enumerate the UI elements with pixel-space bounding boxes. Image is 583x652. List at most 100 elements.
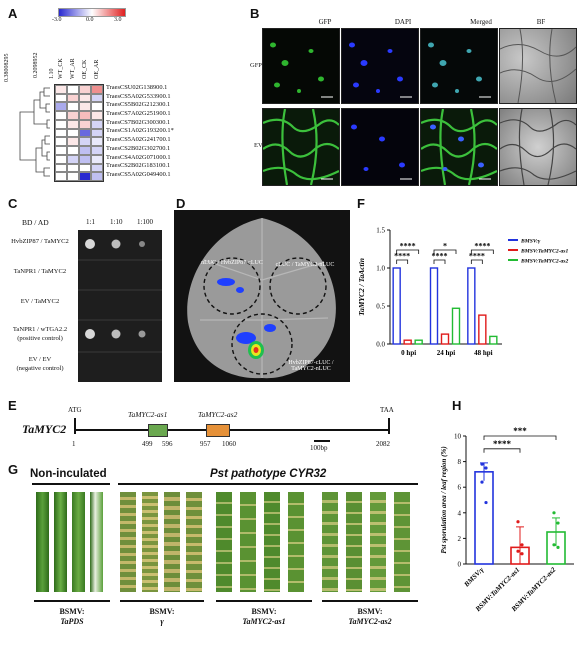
y2h-row-1: HvbZIP87 / TaMYC2 [11, 238, 69, 245]
panel-label-g: G [8, 462, 19, 477]
leaf-group-tapds [34, 492, 110, 592]
start-codon: ATG [68, 406, 82, 414]
heatmap-cell [67, 163, 79, 173]
bar [429, 267, 439, 345]
heatmap-cell [91, 137, 103, 147]
as2-region [206, 424, 230, 437]
gene-label: TraesCS5B02G212300.1 [106, 101, 171, 109]
significance-label: **** [469, 252, 485, 261]
dilution-2: 1:10 [110, 218, 123, 226]
group-label-as2-line1: BSMV: [357, 607, 383, 616]
gene-label: TraesCS2B02G183100.1 [106, 162, 171, 170]
yeast-plate [78, 230, 162, 382]
group-label-tapds-line2: TaPDS [60, 617, 84, 626]
luc-label-1: nLUC / HvbZIP87-cLUC [201, 260, 263, 266]
legend-label: BMSV:TaMYC2-as2 [520, 259, 568, 265]
heatmap-cell [79, 172, 91, 181]
legend-label: BMSV:γ [520, 239, 541, 245]
heatmap-cell [91, 163, 103, 173]
significance-label: **** [432, 252, 448, 261]
x-tick-label: BMSV:γ [462, 566, 486, 590]
micrograph-dapi-tamyc2 [341, 28, 419, 104]
heatmap-cell [91, 85, 103, 94]
micrograph-bf-ev [499, 108, 577, 186]
dilution-3: 1:100 [137, 218, 153, 226]
column-label-oe-ck: OE_CK [82, 59, 88, 79]
gene-label: TraesCS7A02G251900.1 [106, 110, 171, 118]
micrograph-merged-tamyc2 [420, 28, 498, 104]
data-point [480, 480, 484, 484]
non-inoculated-bar [32, 483, 110, 485]
column-prefix: 1.10 [49, 68, 55, 80]
micrograph-merged-ev [420, 108, 498, 186]
bar [478, 314, 487, 345]
scale-bar [314, 440, 330, 442]
leaf-group-gamma [118, 492, 206, 592]
heatmap-cell [67, 93, 79, 103]
y-tick-label: 4 [458, 509, 462, 517]
column-label-wt-ck: WT_CK [58, 58, 64, 79]
x-tick-label: 48 hpi [474, 349, 493, 357]
heatmap-cell [91, 146, 103, 155]
scale-tick-max: 3.0 [114, 17, 122, 23]
dilution-1: 1:1 [86, 218, 95, 226]
group-label-as1-line1: BSMV: [251, 607, 277, 616]
panel-label-h: H [452, 398, 462, 413]
panel-label-c: C [8, 196, 18, 211]
position-596: 596 [162, 440, 173, 448]
luc-label-2: cLUC / TaMYC2-nLUC [275, 262, 335, 268]
y-tick-label: 10 [454, 433, 462, 441]
gene-label-list: TraesCSU02G138900.1 TraesCS5A02G533900.1… [106, 84, 246, 180]
column-label-wt-ar: WT_AR [70, 58, 76, 79]
heatmap-panel: -3.0 0.0 3.0 0.38008295 0.2098952 1.10 W… [0, 0, 248, 190]
position-2082: 2082 [376, 440, 390, 448]
bar [440, 333, 450, 345]
column-label-bf: BF [536, 18, 546, 26]
data-point [556, 521, 560, 525]
significance-label: *** [513, 426, 527, 436]
heatmap-cell [79, 119, 91, 129]
gene-structure-panel: TaMYC2 ATG TAA TaMYC2-as1 TaMYC2-as2 1 4… [0, 398, 450, 458]
data-point [484, 466, 488, 470]
position-957: 957 [200, 440, 211, 448]
panel-label-e: E [8, 398, 17, 413]
heatmap-cell [67, 154, 79, 164]
legend-label: BMSV:TaMYC2-as1 [520, 249, 568, 255]
significance-bracket [396, 259, 409, 264]
significance-bracket [470, 259, 483, 264]
y-axis-label: TaMYC2 / TaActin [357, 258, 366, 316]
heatmap-cell [55, 154, 67, 164]
heatmap-cell [79, 85, 91, 94]
significance-label: * [443, 242, 447, 251]
significance-bracket [483, 435, 557, 440]
group-bar-gamma [120, 600, 204, 602]
panel-label-b: B [250, 6, 260, 21]
luciferase-leaf-image: nLUC / HvbZIP87-cLUC cLUC / TaMYC2-nLUC … [174, 210, 350, 382]
as1-label: TaMYC2-as1 [128, 410, 168, 419]
significance-label: **** [400, 242, 416, 251]
heatmap-cell [79, 111, 91, 120]
y2h-row-2: TaNPR1 / TaMYC2 [13, 268, 67, 275]
heatmap-cell [55, 163, 67, 173]
leaf-group-as2 [320, 492, 420, 592]
significance-label: **** [493, 439, 512, 449]
data-point [520, 552, 524, 556]
position-1: 1 [72, 440, 76, 448]
y-tick-label: 0 [458, 561, 462, 569]
gene-label: TraesCSU02G138900.1 [106, 84, 168, 91]
significance-bracket [396, 249, 420, 254]
y2h-row-3: EV / TaMYC2 [20, 298, 60, 305]
heatmap-color-scale [58, 8, 126, 17]
heatmap-cell [79, 137, 91, 147]
heatmap-cell [55, 172, 67, 181]
bd-ad-header: BD / AD [22, 218, 49, 227]
group-bar-as2 [322, 600, 418, 602]
group-bar-as1 [216, 600, 312, 602]
data-point [552, 511, 556, 515]
microscopy-panel: GFP DAPI Merged BF GFP-TaMYC2 EV-GFP [250, 0, 583, 192]
non-inoculated-title: Non-inculated [30, 468, 107, 480]
bar [489, 335, 498, 345]
gene-start-tick [74, 418, 76, 434]
significance-bracket [470, 249, 494, 254]
data-point [516, 549, 520, 553]
